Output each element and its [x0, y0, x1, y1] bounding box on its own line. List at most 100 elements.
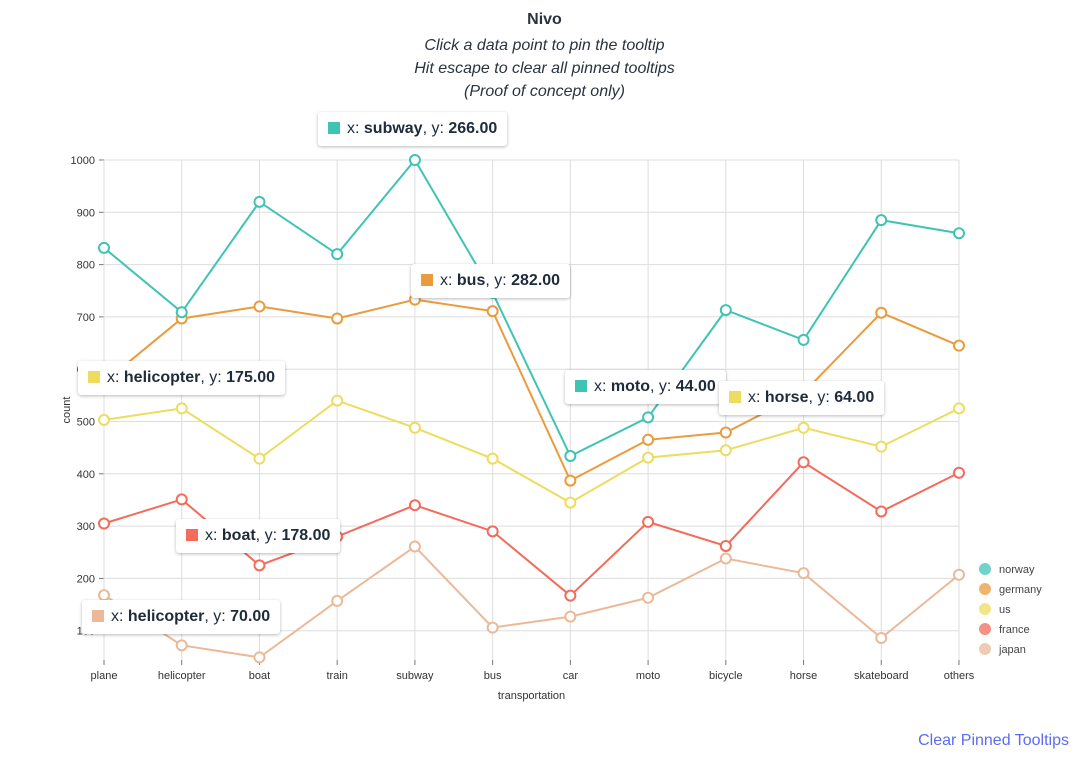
x-tick-label: moto [636, 670, 660, 682]
data-point-us[interactable] [408, 421, 421, 434]
data-point-japan[interactable] [486, 621, 499, 634]
clear-pinned-tooltips-button[interactable]: Clear Pinned Tooltips [918, 732, 1069, 749]
data-point-france[interactable] [253, 559, 266, 572]
legend-label-us: us [999, 604, 1011, 616]
legend-swatch-norway [979, 563, 991, 575]
data-point-france[interactable] [564, 589, 577, 602]
data-point-norway[interactable] [408, 154, 421, 166]
data-point-norway[interactable] [797, 333, 810, 346]
data-point-norway[interactable] [875, 214, 888, 227]
data-point-france[interactable] [953, 466, 965, 479]
x-tick-label: train [326, 670, 347, 682]
data-point-us[interactable] [98, 413, 110, 426]
data-point-japan[interactable] [408, 540, 421, 553]
data-point-norway[interactable] [175, 306, 188, 319]
data-point-japan[interactable] [642, 591, 655, 604]
pinned-tooltip-helicopter-us[interactable]: x: helicopter, y: 175.00 [78, 361, 286, 395]
x-tick-label: plane [91, 670, 118, 682]
data-point-us[interactable] [719, 444, 732, 457]
data-point-us[interactable] [331, 394, 344, 407]
data-point-norway[interactable] [253, 195, 266, 208]
data-point-germany[interactable] [953, 339, 965, 352]
tooltip-y-prefix: , y: [485, 272, 512, 289]
data-point-france[interactable] [875, 505, 888, 518]
data-point-france[interactable] [719, 539, 732, 552]
data-point-japan[interactable] [175, 639, 188, 652]
series-line-norway [103, 158, 960, 458]
tooltip-color-swatch [729, 391, 741, 403]
data-point-japan[interactable] [719, 552, 732, 565]
tooltip-y-value: 178.00 [281, 527, 331, 544]
tooltip-x-prefix: x: [111, 608, 128, 625]
data-point-france[interactable] [797, 456, 810, 469]
pinned-tooltip-moto[interactable]: x: moto, y: 44.00 [565, 370, 726, 404]
tooltip-x-value: helicopter [127, 608, 205, 625]
data-point-norway[interactable] [331, 248, 344, 261]
tooltip-y-value: 175.00 [226, 369, 276, 386]
tooltip-y-prefix: , y: [422, 120, 449, 137]
data-point-germany[interactable] [253, 300, 266, 313]
data-point-norway[interactable] [953, 227, 965, 240]
tooltip-x-prefix: x: [107, 369, 124, 386]
x-tick-label: others [944, 670, 975, 682]
tooltip-x-prefix: x: [748, 389, 765, 406]
pinned-tooltip-boat[interactable]: x: boat, y: 178.00 [176, 519, 341, 553]
tooltip-x-prefix: x: [205, 527, 222, 544]
data-point-germany[interactable] [331, 312, 344, 325]
data-point-japan[interactable] [98, 589, 110, 602]
data-point-france[interactable] [98, 517, 110, 530]
data-point-france[interactable] [486, 525, 499, 538]
x-tick-label: helicopter [158, 670, 206, 682]
data-point-france[interactable] [642, 515, 655, 528]
data-point-norway[interactable] [564, 450, 577, 463]
tooltip-x-prefix: x: [347, 120, 364, 137]
data-point-us[interactable] [953, 402, 965, 415]
data-point-japan[interactable] [253, 651, 266, 664]
data-point-japan[interactable] [953, 568, 965, 581]
data-point-japan[interactable] [875, 632, 888, 645]
data-point-france[interactable] [175, 493, 188, 506]
data-point-us[interactable] [642, 451, 655, 464]
series-line-germany [103, 298, 960, 482]
data-point-norway[interactable] [642, 411, 655, 424]
pinned-tooltip-horse[interactable]: x: horse, y: 64.00 [719, 381, 885, 415]
data-point-germany[interactable] [486, 305, 499, 318]
chart-header: Nivo Click a data point to pin the toolt… [0, 10, 1089, 103]
data-point-germany[interactable] [642, 433, 655, 446]
data-point-us[interactable] [797, 421, 810, 434]
pinned-tooltip-helicopter-japan[interactable]: x: helicopter, y: 70.00 [82, 600, 281, 634]
data-point-germany[interactable] [564, 474, 577, 487]
tooltip-y-prefix: , y: [255, 527, 282, 544]
x-tick-label: bicycle [709, 670, 743, 682]
tooltip-y-value: 266.00 [448, 120, 498, 137]
tooltip-x-prefix: x: [440, 272, 457, 289]
data-point-us[interactable] [564, 496, 577, 509]
data-point-japan[interactable] [564, 610, 577, 623]
legend-swatch-france [979, 623, 991, 635]
pinned-tooltip-bus[interactable]: x: bus, y: 282.00 [411, 264, 571, 298]
data-point-us[interactable] [486, 452, 499, 465]
data-point-japan[interactable] [797, 567, 810, 580]
y-tick-label: 1000 [71, 155, 95, 167]
data-point-germany[interactable] [875, 306, 888, 319]
x-axis-title: transportation [498, 690, 565, 702]
data-point-us[interactable] [875, 440, 888, 453]
data-point-norway[interactable] [719, 304, 732, 317]
tooltip-y-prefix: , y: [200, 369, 227, 386]
tooltip-color-swatch [92, 610, 104, 622]
data-point-us[interactable] [175, 402, 188, 415]
data-point-norway[interactable] [98, 241, 110, 254]
data-point-france[interactable] [408, 499, 421, 512]
tooltip-y-prefix: , y: [204, 608, 231, 625]
legend-swatch-us [979, 603, 991, 615]
data-point-japan[interactable] [331, 594, 344, 607]
tooltip-x-value: subway [363, 120, 423, 137]
data-point-germany[interactable] [719, 426, 732, 439]
tooltip-color-swatch [88, 371, 100, 383]
x-tick-label: subway [396, 670, 434, 682]
data-point-us[interactable] [253, 452, 266, 465]
tooltip-x-value: helicopter [123, 369, 201, 386]
pinned-tooltip-subway[interactable]: x: subway, y: 266.00 [318, 112, 508, 146]
tooltip-color-swatch [186, 529, 198, 541]
